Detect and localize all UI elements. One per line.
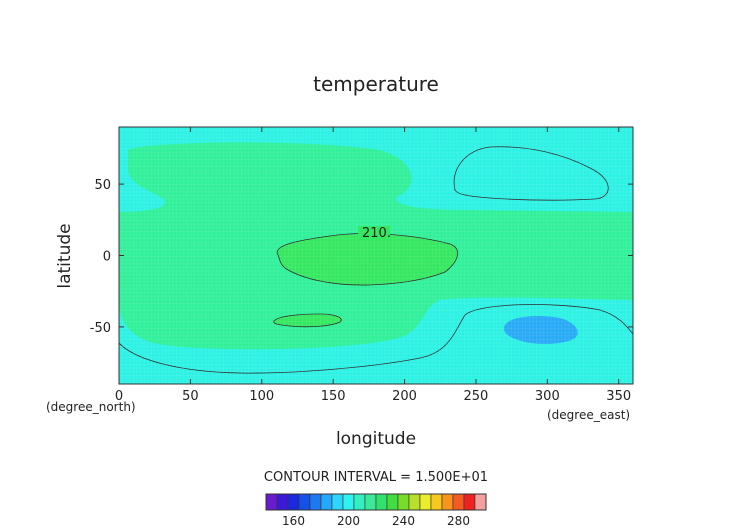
colorbar-cell-14: [419, 493, 432, 511]
y-unit-label: (degree_north): [46, 400, 136, 414]
axis-ticks: 0 50 100 150 200 250 300 350 -50 0 50: [90, 127, 633, 404]
colorbar: 160 200 240 280: [265, 493, 487, 528]
cold-region-south: [503, 316, 578, 344]
colorbar-cell-15: [430, 493, 443, 511]
y-tick-label--50: -50: [90, 321, 111, 336]
colorbar-cell-18: [463, 493, 476, 511]
colorbar-cell-3: [298, 493, 311, 511]
warm-region-center: [276, 233, 459, 286]
x-tick-label-200: 200: [392, 389, 417, 404]
colorbar-cell-7: [342, 493, 355, 511]
colorbar-label-240: 240: [392, 514, 415, 528]
y-axis-label: latitude: [55, 223, 75, 288]
x-tick-label-300: 300: [535, 389, 560, 404]
colorbar-label-280: 280: [447, 514, 470, 528]
x-tick-label-150: 150: [321, 389, 346, 404]
colorbar-cell-12: [397, 493, 410, 511]
contour-interval-label: CONTOUR INTERVAL = 1.500E+01: [264, 470, 488, 485]
x-tick-label-350: 350: [606, 389, 631, 404]
colorbar-cell-0: [265, 493, 278, 511]
grid-lines: [119, 127, 633, 384]
plot-area: [119, 127, 633, 384]
colorbar-cell-8: [353, 493, 366, 511]
colorbar-cell-1: [276, 493, 289, 511]
colorbar-cell-9: [364, 493, 377, 511]
x-tick-label-0: 0: [115, 389, 123, 404]
colorbar-label-160: 160: [282, 514, 305, 528]
colorbar-cell-17: [452, 493, 465, 511]
colorbar-label-200: 200: [337, 514, 360, 528]
colorbar-frame: [265, 493, 487, 511]
colorbar-cell-6: [331, 493, 344, 511]
y-tick-label-50: 50: [94, 178, 111, 193]
x-tick-label-50: 50: [182, 389, 199, 404]
y-tick-label-0: 0: [103, 250, 111, 265]
contour-line-south: [119, 304, 633, 374]
contour-line-north: [453, 146, 609, 201]
warm-region-south: [273, 313, 342, 328]
colorbar-cell-19: [474, 493, 487, 511]
colorbar-cell-4: [309, 493, 322, 511]
colorbar-cell-2: [287, 493, 300, 511]
contour-label-group: 210.: [358, 226, 391, 241]
colorbar-cell-10: [375, 493, 388, 511]
chart-title: temperature: [313, 72, 439, 96]
x-axis-label: longitude: [336, 429, 416, 449]
x-tick-label-100: 100: [249, 389, 274, 404]
colorbar-cell-11: [386, 493, 399, 511]
colorbar-cell-5: [320, 493, 333, 511]
x-unit-label: (degree_east): [547, 408, 630, 422]
x-tick-label-250: 250: [464, 389, 489, 404]
colorbar-cell-16: [441, 493, 454, 511]
contour-label-210: 210.: [362, 226, 391, 241]
colorbar-cell-13: [408, 493, 421, 511]
